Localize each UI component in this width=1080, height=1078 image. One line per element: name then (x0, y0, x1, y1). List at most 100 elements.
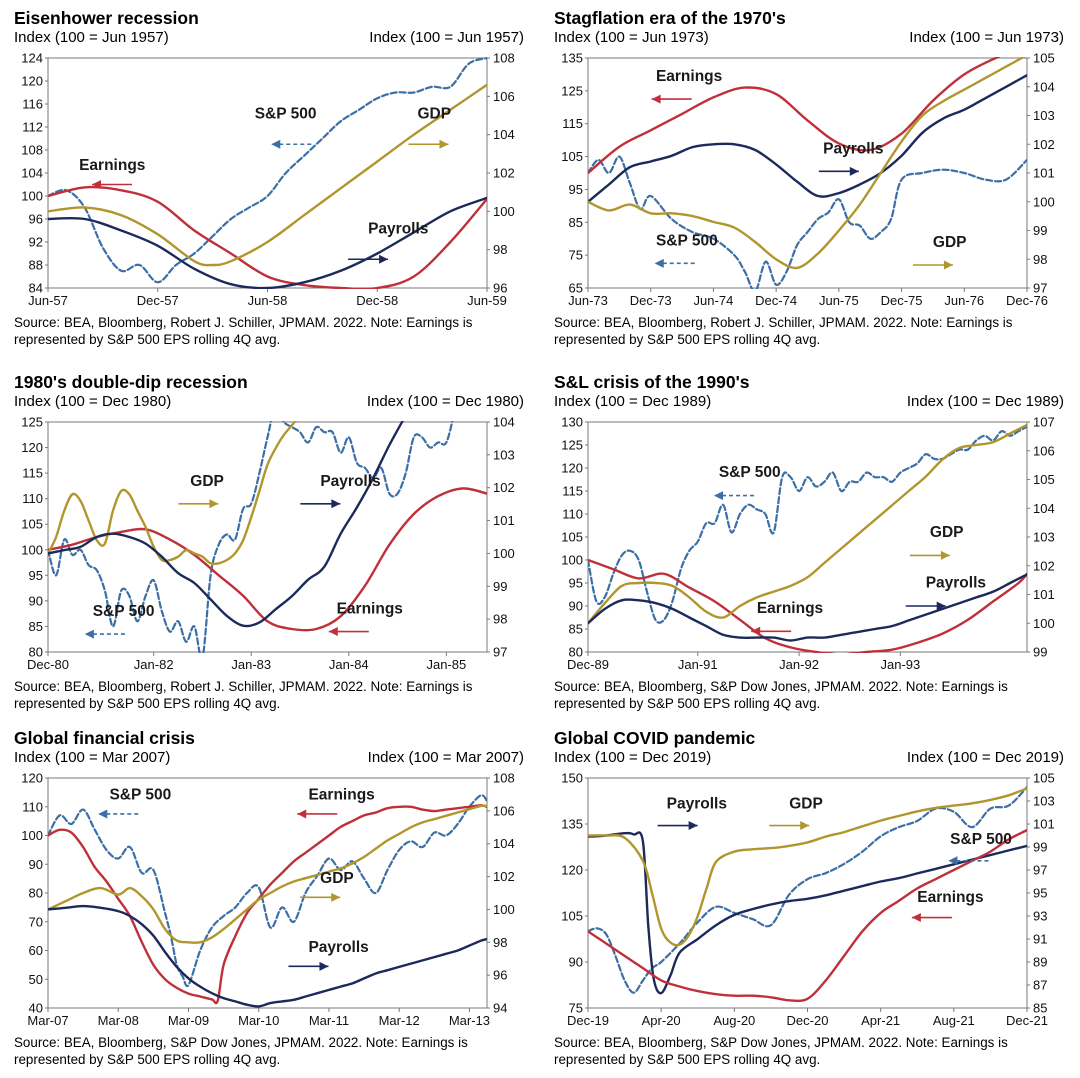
y-left-tick-label: 120 (21, 440, 43, 455)
label-arrow-head (328, 627, 338, 637)
y-left-tick-label: 70 (29, 914, 43, 929)
y-left-tick-label: 50 (29, 972, 43, 987)
y-right-tick-label: 100 (1033, 194, 1055, 209)
right-axis-unit: Index (100 = Dec 2019) (906, 749, 1064, 766)
right-axis-unit: Index (100 = Jun 1973) (909, 29, 1064, 46)
label-arrow-head (849, 166, 859, 176)
y-right-tick-label: 106 (1033, 443, 1055, 458)
series-label: Payrolls (926, 575, 986, 592)
series-line-gdp (588, 57, 1027, 270)
x-tick-label: Aug-21 (933, 1013, 975, 1028)
label-arrow-head (379, 254, 389, 264)
y-right-tick-label: 96 (493, 281, 507, 296)
x-tick-label: Dec-19 (567, 1013, 609, 1028)
series-label: Earnings (308, 787, 374, 804)
series-line-s-p-500 (48, 794, 487, 988)
label-arrow-head (297, 809, 307, 819)
series-line-gdp (588, 787, 1027, 947)
y-left-tick-label: 110 (562, 507, 583, 522)
label-arrow-head (439, 139, 449, 149)
y-left-tick-label: 116 (22, 97, 43, 112)
y-left-tick-label: 105 (21, 517, 43, 532)
series-label: S&P 500 (255, 105, 317, 122)
y-left-tick-label: 100 (561, 553, 583, 568)
y-right-tick-label: 103 (1033, 108, 1055, 123)
chart-svg: 40 50 60 70 80 90 100 110 120 94 96 98 100 102 104 106 1… (21, 771, 515, 1029)
y-right-tick-label: 108 (493, 771, 515, 786)
chart-source-note: Source: BEA, Bloomberg, Robert J. Schill… (14, 315, 473, 347)
series-group (588, 423, 1027, 653)
y-left-tick-label: 120 (21, 771, 43, 786)
x-tick-label: Apr-21 (861, 1013, 900, 1028)
label-arrow-head (331, 499, 341, 509)
y-right-tick-label: 98 (493, 612, 507, 627)
y-right-tick-label: 106 (493, 89, 515, 104)
series-label: Payrolls (308, 939, 368, 956)
y-left-tick-label: 60 (29, 943, 43, 958)
y-right-tick-label: 97 (1033, 863, 1047, 878)
y-left-tick-label: 125 (561, 83, 583, 98)
x-tick-label: Dec-58 (356, 293, 398, 308)
series-line-payrolls (588, 74, 1027, 203)
y-right-tick-label: 99 (1033, 223, 1047, 238)
x-tick-label: Aug-20 (713, 1013, 755, 1028)
series-line-gdp (588, 423, 1027, 625)
series-line-s-p-500 (48, 421, 454, 653)
x-tick-label: Dec-21 (1006, 1013, 1048, 1028)
x-tick-label: Jun-58 (248, 293, 288, 308)
series-label: Earnings (917, 889, 983, 906)
x-tick-label: Jan-85 (426, 657, 466, 672)
chart-title: S&L crisis of the 1990's (554, 372, 750, 392)
chart-source-note: Source: BEA, Bloomberg, S&P Dow Jones, J… (14, 1035, 468, 1067)
series-label: Payrolls (368, 220, 428, 237)
chart-title: 1980's double-dip recession (14, 372, 248, 392)
series-line-earnings (588, 57, 1001, 175)
y-right-tick-label: 107 (1033, 415, 1055, 430)
chart-source-note: Source: BEA, Bloomberg, S&P Dow Jones, J… (554, 1035, 1008, 1067)
series-label: GDP (789, 796, 823, 813)
y-right-tick-label: 105 (1033, 51, 1055, 66)
left-axis-unit: Index (100 = Mar 2007) (14, 749, 171, 766)
y-left-tick-label: 40 (29, 1001, 43, 1016)
y-right-tick-label: 97 (1033, 281, 1047, 296)
series-label: Payrolls (320, 473, 380, 490)
y-left-tick-label: 135 (561, 817, 583, 832)
right-axis-unit: Index (100 = Mar 2007) (367, 749, 524, 766)
y-right-tick-label: 105 (1033, 771, 1055, 786)
label-arrow-head (940, 550, 950, 560)
y-right-tick-label: 101 (1033, 587, 1055, 602)
y-left-tick-label: 84 (29, 281, 43, 296)
y-left-tick-label: 120 (21, 74, 43, 89)
label-arrow-head (688, 821, 698, 831)
y-left-tick-label: 108 (21, 143, 43, 158)
chart-panel-5: Global financial crisis Index (100 = Mar… (0, 720, 540, 1078)
y-right-tick-label: 99 (493, 579, 507, 594)
y-left-tick-label: 115 (22, 466, 43, 481)
x-tick-label: Mar-11 (309, 1013, 349, 1028)
right-axis-unit: Index (100 = Jun 1957) (369, 29, 524, 46)
series-group (588, 57, 1027, 289)
series-line-s-p-500 (48, 57, 487, 284)
y-left-tick-label: 85 (29, 619, 43, 634)
x-tick-label: Jan-91 (678, 657, 718, 672)
y-left-tick-label: 75 (569, 248, 583, 263)
chart-title: Stagflation era of the 1970's (554, 8, 786, 28)
series-line-payrolls (48, 421, 404, 628)
chart-panel-1: Eisenhower recession Index (100 = Jun 19… (0, 0, 540, 358)
x-tick-label: Dec-76 (1006, 293, 1048, 308)
label-arrow-head (654, 258, 664, 268)
series-line-s-p-500 (588, 155, 1027, 289)
series-line-payrolls (588, 573, 1027, 642)
y-left-tick-label: 130 (561, 415, 583, 430)
x-tick-label: Dec-75 (881, 293, 923, 308)
y-left-tick-label: 85 (569, 215, 583, 230)
y-right-tick-label: 103 (1033, 530, 1055, 545)
label-arrow-head (943, 260, 953, 270)
left-axis-unit: Index (100 = Jun 1973) (554, 29, 709, 46)
chart-svg: 84 88 92 96 100 104 108 112 116 120 124 96 98 100 102 1… (21, 51, 515, 309)
y-right-tick-label: 99 (1033, 840, 1047, 855)
series-group (588, 786, 1027, 1003)
label-arrow-head (271, 139, 281, 149)
series-label: Payrolls (667, 796, 727, 813)
y-left-tick-label: 90 (569, 955, 583, 970)
